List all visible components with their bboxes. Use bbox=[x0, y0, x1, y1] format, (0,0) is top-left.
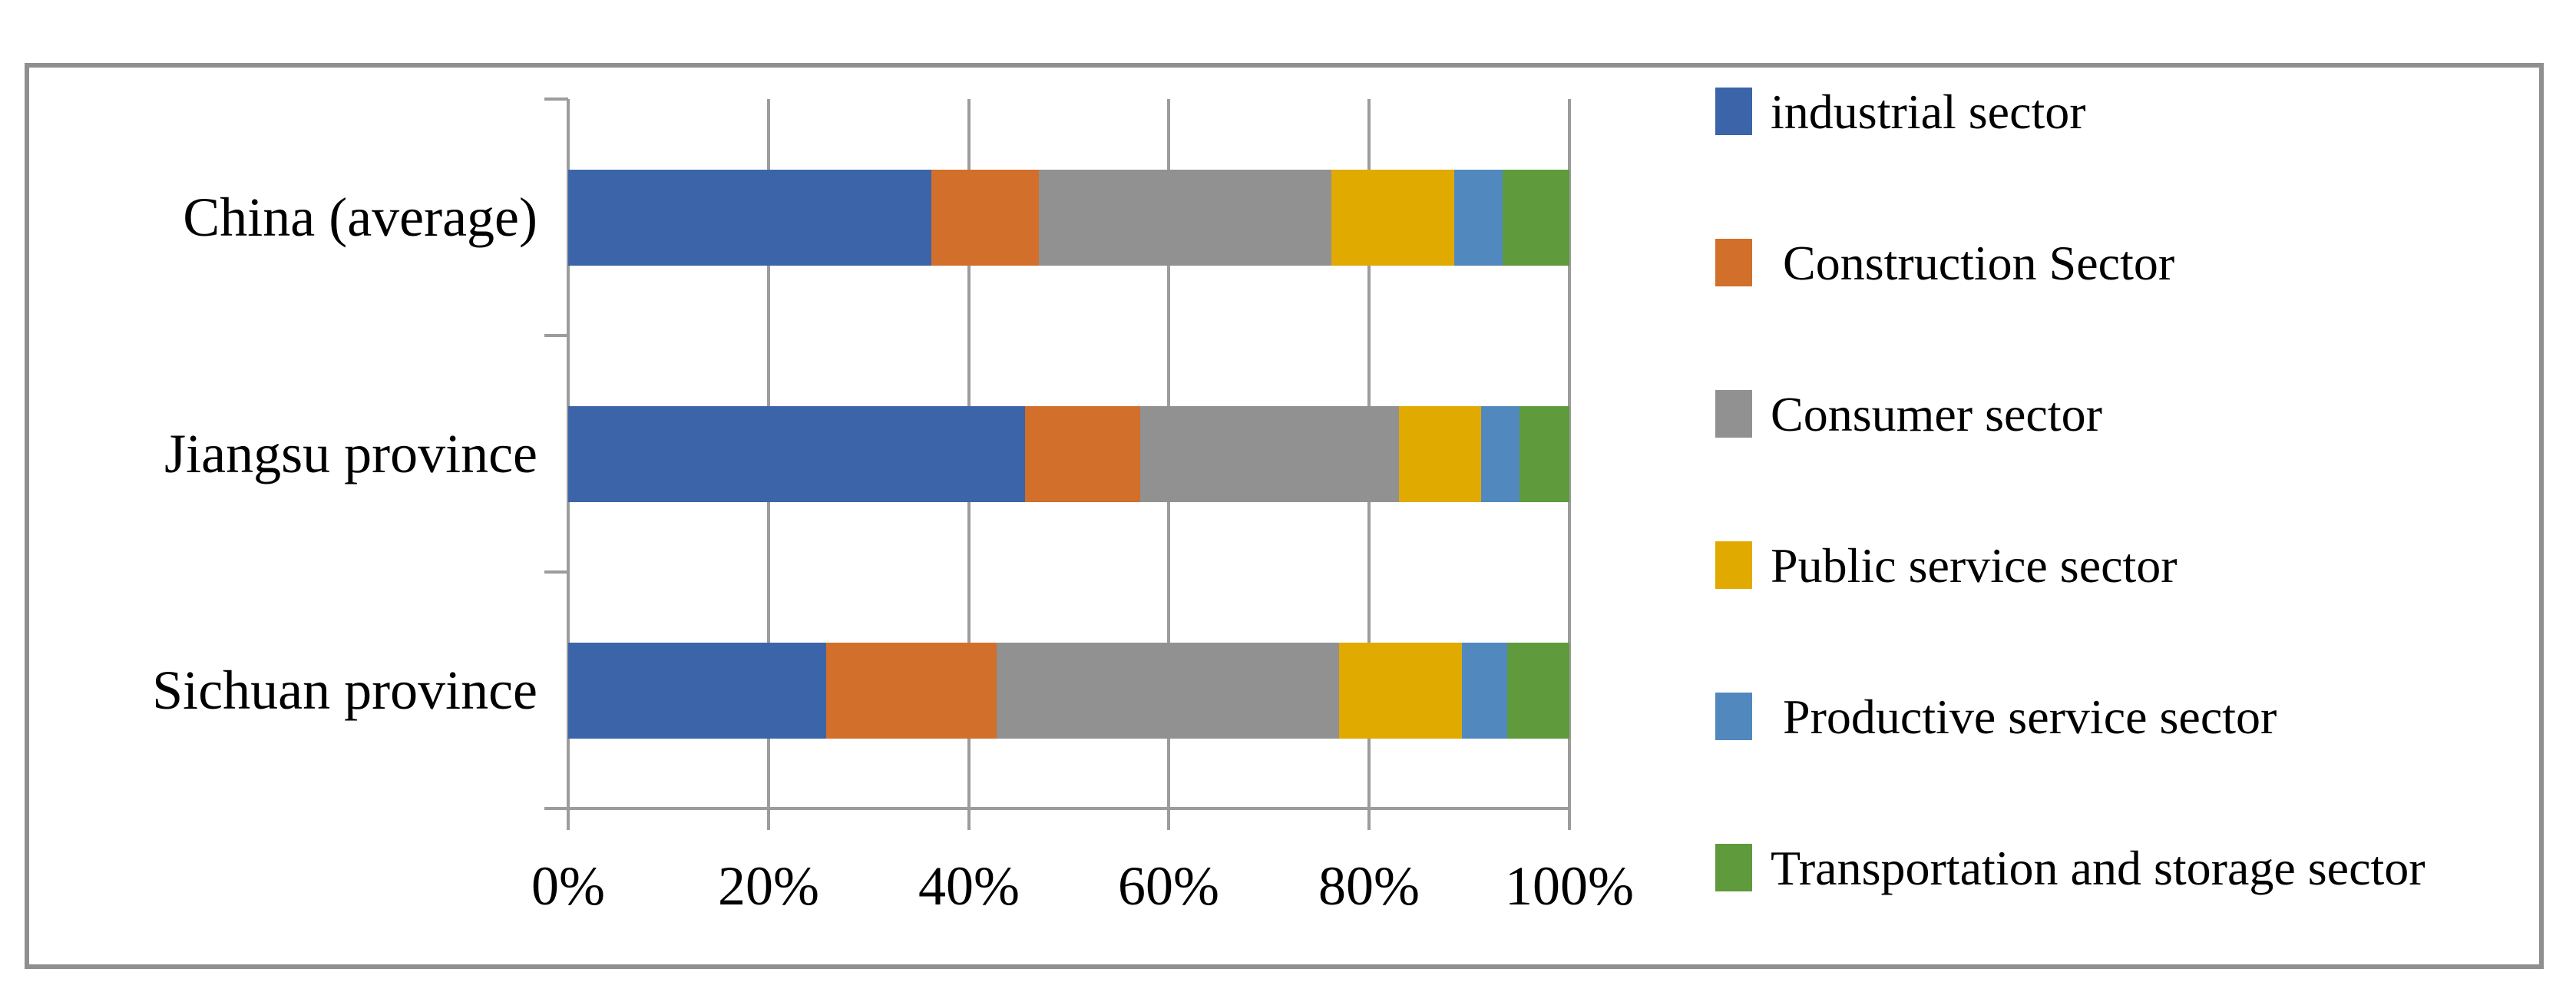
bar-segment bbox=[1454, 170, 1503, 266]
legend-label: Productive service sector bbox=[1771, 689, 2277, 744]
category-label: Jiangsu province bbox=[164, 423, 537, 484]
y-axis-tick bbox=[544, 334, 568, 337]
bar-segment bbox=[1462, 643, 1508, 739]
x-axis-tick bbox=[767, 808, 770, 830]
bar-row bbox=[568, 643, 1569, 739]
y-axis-tick bbox=[544, 807, 568, 810]
gridline bbox=[1568, 99, 1571, 808]
y-axis-tick bbox=[544, 570, 568, 574]
x-axis-line bbox=[544, 807, 1571, 810]
bar-segment bbox=[1331, 170, 1455, 266]
bar-segment bbox=[1024, 406, 1140, 502]
legend-label: Consumer sector bbox=[1771, 387, 2102, 441]
legend-label: Construction Sector bbox=[1771, 236, 2175, 290]
plot-area bbox=[544, 98, 1571, 830]
category-label: China (average) bbox=[183, 187, 537, 248]
x-axis-tick bbox=[967, 808, 971, 830]
bar-segment bbox=[1139, 406, 1400, 502]
legend-swatch bbox=[1715, 541, 1752, 589]
bar-segment bbox=[1399, 406, 1482, 502]
bar-segment bbox=[1481, 406, 1519, 502]
bar-segment bbox=[997, 643, 1340, 739]
bar-segment bbox=[1519, 406, 1569, 502]
x-axis-tick bbox=[1367, 808, 1371, 830]
bar-segment bbox=[1502, 170, 1569, 266]
x-axis-tick-label: 40% bbox=[918, 855, 1020, 917]
bar-segment bbox=[826, 643, 997, 739]
legend-label: Public service sector bbox=[1771, 538, 2178, 593]
x-axis-tick bbox=[1568, 808, 1571, 830]
bar-row bbox=[568, 170, 1569, 266]
legend-swatch bbox=[1715, 844, 1752, 891]
x-axis-tick-label: 20% bbox=[718, 855, 819, 917]
bar-segment bbox=[931, 170, 1039, 266]
legend-label: Transportation and storage sector bbox=[1771, 841, 2426, 895]
bar-segment bbox=[568, 643, 827, 739]
x-axis-tick bbox=[1167, 808, 1170, 830]
bar-segment bbox=[568, 406, 1025, 502]
bar-segment bbox=[568, 170, 932, 266]
x-axis-tick-label: 80% bbox=[1318, 855, 1420, 917]
bar-segment bbox=[1038, 170, 1331, 266]
y-axis-tick bbox=[544, 98, 568, 101]
category-label: Sichuan province bbox=[152, 660, 537, 721]
legend-swatch bbox=[1715, 239, 1752, 286]
bar-segment bbox=[1507, 643, 1569, 739]
x-axis-tick bbox=[567, 808, 570, 830]
legend-swatch bbox=[1715, 88, 1752, 135]
legend-swatch bbox=[1715, 390, 1752, 438]
x-axis-tick-label: 0% bbox=[531, 855, 605, 917]
legend-swatch bbox=[1715, 693, 1752, 740]
bar-row bbox=[568, 406, 1569, 502]
x-axis-tick-label: 60% bbox=[1118, 855, 1219, 917]
bar-segment bbox=[1339, 643, 1463, 739]
legend-label: industrial sector bbox=[1771, 84, 2086, 139]
x-axis-tick-label: 100% bbox=[1505, 855, 1634, 917]
